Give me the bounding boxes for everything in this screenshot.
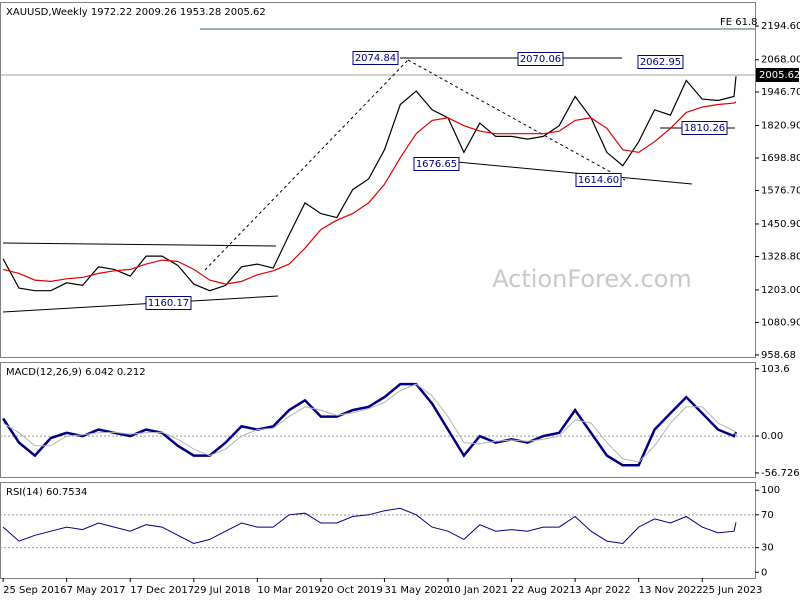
y-tick-label: 1576.70 <box>761 185 800 196</box>
y-tick-label: 1203.00 <box>761 285 800 296</box>
panel-frame <box>0 2 756 358</box>
trendline <box>204 59 409 271</box>
y-tick-label: 2194.60 <box>761 21 800 32</box>
trendline <box>2 295 279 313</box>
x-tick-label: 20 Oct 2019 <box>321 585 383 596</box>
x-tick-label: 29 Jul 2018 <box>194 585 251 596</box>
y-tick-label: 0 <box>761 567 767 578</box>
series-line <box>2 382 738 467</box>
annotation-label: 2070.06 <box>520 54 561 65</box>
annotation-label: 1676.65 <box>416 159 457 170</box>
last-price-box <box>756 68 799 82</box>
annotation-box <box>145 296 192 310</box>
series-line <box>2 76 737 292</box>
series-line <box>2 101 737 285</box>
panel-frame <box>0 482 756 579</box>
y-tick-label: 1328.80 <box>761 251 800 262</box>
annotation-box <box>575 173 622 187</box>
series-line <box>2 383 737 463</box>
y-tick-label: 103.6 <box>761 364 790 375</box>
y-tick-label: 1820.90 <box>761 121 800 132</box>
x-tick-label: 13 Nov 2022 <box>639 585 703 596</box>
trendline <box>407 59 626 181</box>
annotation-box <box>352 51 399 65</box>
y-tick-label: 2068.00 <box>761 55 800 66</box>
annotation-label: 1614.60 <box>578 175 619 186</box>
annotation-label: 1160.17 <box>148 298 189 309</box>
y-tick-label: 958.68 <box>761 350 796 361</box>
last-price-label: 2005.62 <box>759 70 800 81</box>
trendline <box>2 242 277 247</box>
annotation-label: 2062.95 <box>640 57 681 68</box>
x-tick-label: 25 Sep 2016 <box>3 585 66 596</box>
y-tick-label: 0.00 <box>761 431 783 442</box>
panel-frame <box>0 362 756 478</box>
x-tick-label: 10 Jan 2021 <box>448 585 508 596</box>
annotation-box <box>413 157 460 171</box>
y-tick-label: 100 <box>761 485 780 496</box>
x-tick-label: 25 Jun 2023 <box>702 585 762 596</box>
y-tick-label: 1080.90 <box>761 317 800 328</box>
x-tick-label: 22 Aug 2021 <box>512 585 576 596</box>
y-tick-label: -56.726 <box>761 468 800 479</box>
panel-title: MACD(12,26,9) 6.042 0.212 <box>6 367 146 378</box>
annotation-box <box>681 121 728 135</box>
series-line <box>2 507 737 545</box>
x-tick-label: 3 Apr 2022 <box>575 585 630 596</box>
y-tick-label: 1450.90 <box>761 219 800 230</box>
y-tick-label: 1698.80 <box>761 153 800 164</box>
panel-title: XAUUSD,Weekly 1972.22 2009.26 1953.28 20… <box>6 7 266 18</box>
watermark: ActionForex.com <box>492 265 692 293</box>
y-tick-label: 1946.70 <box>761 87 800 98</box>
annotation-box <box>637 55 684 69</box>
annotation-label: 1810.26 <box>684 123 725 134</box>
annotation-box <box>517 52 564 66</box>
x-tick-label: 10 Mar 2019 <box>257 585 320 596</box>
y-tick-label: 30 <box>761 543 774 554</box>
x-tick-label: 17 Dec 2017 <box>130 585 194 596</box>
panel-title: RSI(14) 60.7534 <box>6 487 87 498</box>
x-tick-label: 7 May 2017 <box>67 585 126 596</box>
annotation-label: 2074.84 <box>355 53 396 64</box>
annotation-label: FE 61.8 <box>720 17 758 28</box>
y-tick-label: 70 <box>761 510 774 521</box>
x-tick-label: 31 May 2020 <box>384 585 449 596</box>
trendline <box>413 157 693 185</box>
